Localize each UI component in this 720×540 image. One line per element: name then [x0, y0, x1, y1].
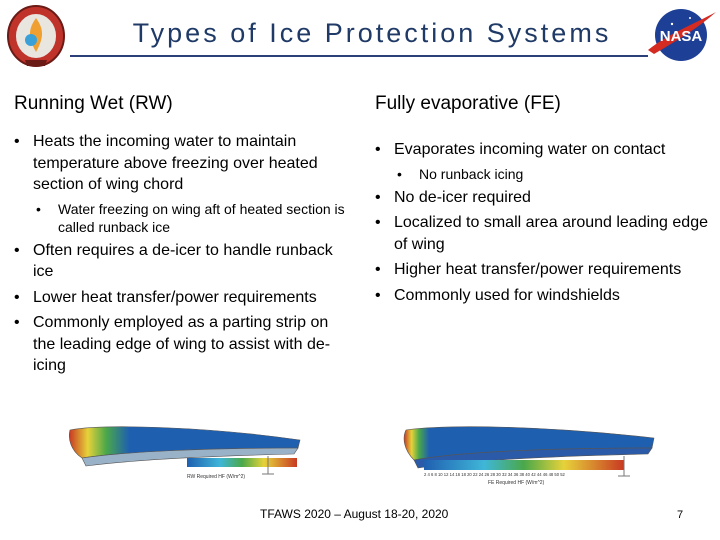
footer-text: TFAWS 2020 – August 18-20, 2020	[260, 507, 449, 521]
sub-bullet-item: Water freezing on wing aft of heated sec…	[36, 200, 346, 236]
title-underline	[70, 55, 648, 57]
page-number: 7	[677, 509, 684, 521]
bullet-item: Often requires a de-icer to handle runba…	[14, 240, 346, 283]
fe-bullet-list: Evaporates incoming water on contact No …	[375, 139, 710, 310]
sub-bullet-item: No runback icing	[397, 165, 710, 183]
rw-wing-contour-figure: RW Required HF (W/m^2)	[69, 426, 301, 480]
fe-heading: Fully evaporative (FE)	[375, 93, 561, 114]
nasa-logo: NASA	[648, 9, 716, 61]
bullet-item: Localized to small area around leading e…	[375, 212, 710, 255]
bullet-item: No de-icer required	[375, 187, 710, 209]
bullet-item: Evaporates incoming water on contact	[375, 139, 710, 161]
slide-title: Types of Ice Protection Systems	[132, 18, 612, 48]
fe-scale-ticks: 2 4 6 8 10 12 14 16 18 20 22 24 26 28 30…	[424, 472, 566, 477]
svg-text:NASA: NASA	[660, 28, 703, 45]
tfaws-patch-logo	[7, 5, 65, 67]
bullet-item: Lower heat transfer/power requirements	[14, 287, 346, 309]
bullet-item: Heats the incoming water to maintain tem…	[14, 131, 346, 196]
fe-figure-caption: FE Required HF (W/m^2)	[488, 480, 545, 486]
bullet-item: Commonly employed as a parting strip on …	[14, 312, 346, 377]
rw-figure-caption: RW Required HF (W/m^2)	[187, 474, 245, 480]
bullet-item: Commonly used for windshields	[375, 285, 710, 307]
fe-wing-contour-figure: 2 4 6 8 10 12 14 16 18 20 22 24 26 28 30…	[403, 426, 655, 486]
rw-bullet-list: Heats the incoming water to maintain tem…	[14, 131, 346, 381]
rw-heading: Running Wet (RW)	[14, 93, 173, 114]
bullet-item: Higher heat transfer/power requirements	[375, 259, 710, 281]
